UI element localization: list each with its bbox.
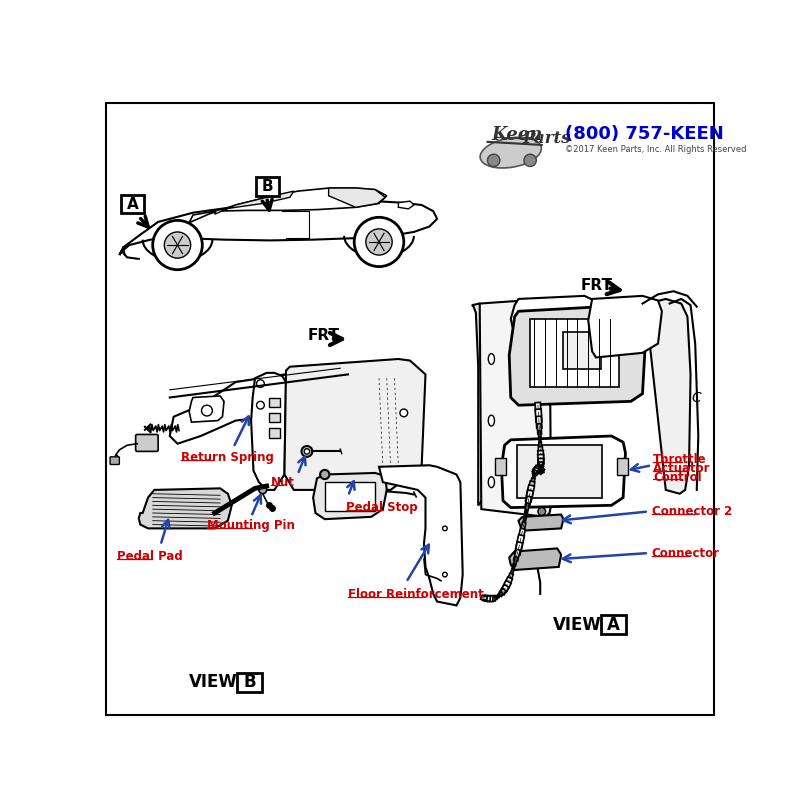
Polygon shape	[119, 201, 437, 255]
Polygon shape	[588, 296, 662, 357]
Text: Pedal Pad: Pedal Pad	[117, 550, 182, 563]
Text: VIEW: VIEW	[189, 673, 238, 692]
Polygon shape	[329, 188, 386, 207]
Polygon shape	[189, 396, 224, 422]
FancyBboxPatch shape	[325, 482, 375, 511]
Text: (800) 757-KEEN: (800) 757-KEEN	[565, 126, 724, 143]
Polygon shape	[518, 514, 563, 531]
FancyBboxPatch shape	[256, 177, 279, 196]
Text: Return Spring: Return Spring	[182, 451, 274, 464]
Polygon shape	[509, 548, 561, 570]
FancyBboxPatch shape	[269, 398, 280, 407]
Ellipse shape	[488, 477, 494, 488]
Ellipse shape	[480, 137, 542, 168]
FancyBboxPatch shape	[269, 428, 280, 437]
Polygon shape	[214, 191, 294, 214]
Polygon shape	[509, 305, 646, 405]
FancyBboxPatch shape	[517, 446, 602, 497]
Text: Floor Reinforcement: Floor Reinforcement	[348, 588, 484, 602]
Text: Pedal Stop: Pedal Stop	[346, 501, 418, 514]
Circle shape	[259, 486, 266, 494]
Circle shape	[320, 470, 330, 480]
FancyBboxPatch shape	[237, 673, 262, 692]
Ellipse shape	[488, 416, 494, 426]
FancyBboxPatch shape	[106, 104, 714, 714]
Ellipse shape	[488, 354, 494, 365]
FancyBboxPatch shape	[136, 434, 158, 451]
Polygon shape	[170, 370, 356, 444]
Text: B: B	[243, 673, 256, 692]
Polygon shape	[502, 436, 626, 508]
Circle shape	[304, 449, 310, 454]
FancyBboxPatch shape	[602, 616, 626, 634]
Text: Connector 2: Connector 2	[652, 505, 732, 518]
Polygon shape	[379, 465, 462, 605]
Text: Mounting Pin: Mounting Pin	[207, 519, 295, 532]
Text: A: A	[126, 197, 138, 211]
Polygon shape	[138, 488, 232, 528]
Polygon shape	[510, 296, 600, 342]
Text: FRT: FRT	[581, 279, 613, 293]
Polygon shape	[313, 473, 386, 519]
Polygon shape	[642, 299, 690, 494]
Circle shape	[366, 229, 392, 255]
Text: Keen: Keen	[491, 126, 542, 144]
Circle shape	[400, 409, 408, 417]
FancyBboxPatch shape	[563, 332, 601, 369]
Text: Connector: Connector	[652, 547, 720, 560]
Polygon shape	[285, 359, 426, 490]
Circle shape	[442, 526, 447, 531]
FancyBboxPatch shape	[530, 319, 619, 386]
Text: Parts: Parts	[522, 130, 571, 147]
Circle shape	[257, 401, 264, 409]
Circle shape	[302, 446, 312, 457]
Circle shape	[487, 154, 500, 167]
Circle shape	[442, 573, 447, 577]
Text: VIEW: VIEW	[554, 616, 602, 633]
Circle shape	[257, 380, 264, 387]
Text: Control: Control	[654, 471, 702, 484]
FancyBboxPatch shape	[121, 195, 144, 214]
Polygon shape	[398, 201, 414, 209]
Text: C: C	[692, 390, 702, 404]
Circle shape	[524, 154, 536, 167]
Text: A: A	[607, 616, 620, 633]
FancyBboxPatch shape	[110, 457, 119, 464]
Text: FRT: FRT	[308, 328, 340, 343]
Circle shape	[538, 508, 546, 515]
Text: B: B	[262, 179, 274, 194]
Text: Nut: Nut	[270, 476, 294, 489]
Polygon shape	[251, 373, 286, 490]
Text: Throttle: Throttle	[654, 453, 707, 466]
Circle shape	[354, 217, 404, 266]
Polygon shape	[472, 304, 484, 505]
Polygon shape	[189, 188, 386, 223]
Polygon shape	[480, 299, 551, 517]
FancyBboxPatch shape	[617, 458, 628, 475]
Text: ©2017 Keen Parts, Inc. All Rights Reserved: ©2017 Keen Parts, Inc. All Rights Reserv…	[565, 145, 746, 154]
FancyBboxPatch shape	[495, 458, 506, 475]
Circle shape	[153, 220, 202, 270]
FancyBboxPatch shape	[269, 413, 280, 422]
Circle shape	[164, 232, 190, 258]
Circle shape	[202, 405, 212, 416]
Text: Actuator: Actuator	[654, 462, 711, 475]
